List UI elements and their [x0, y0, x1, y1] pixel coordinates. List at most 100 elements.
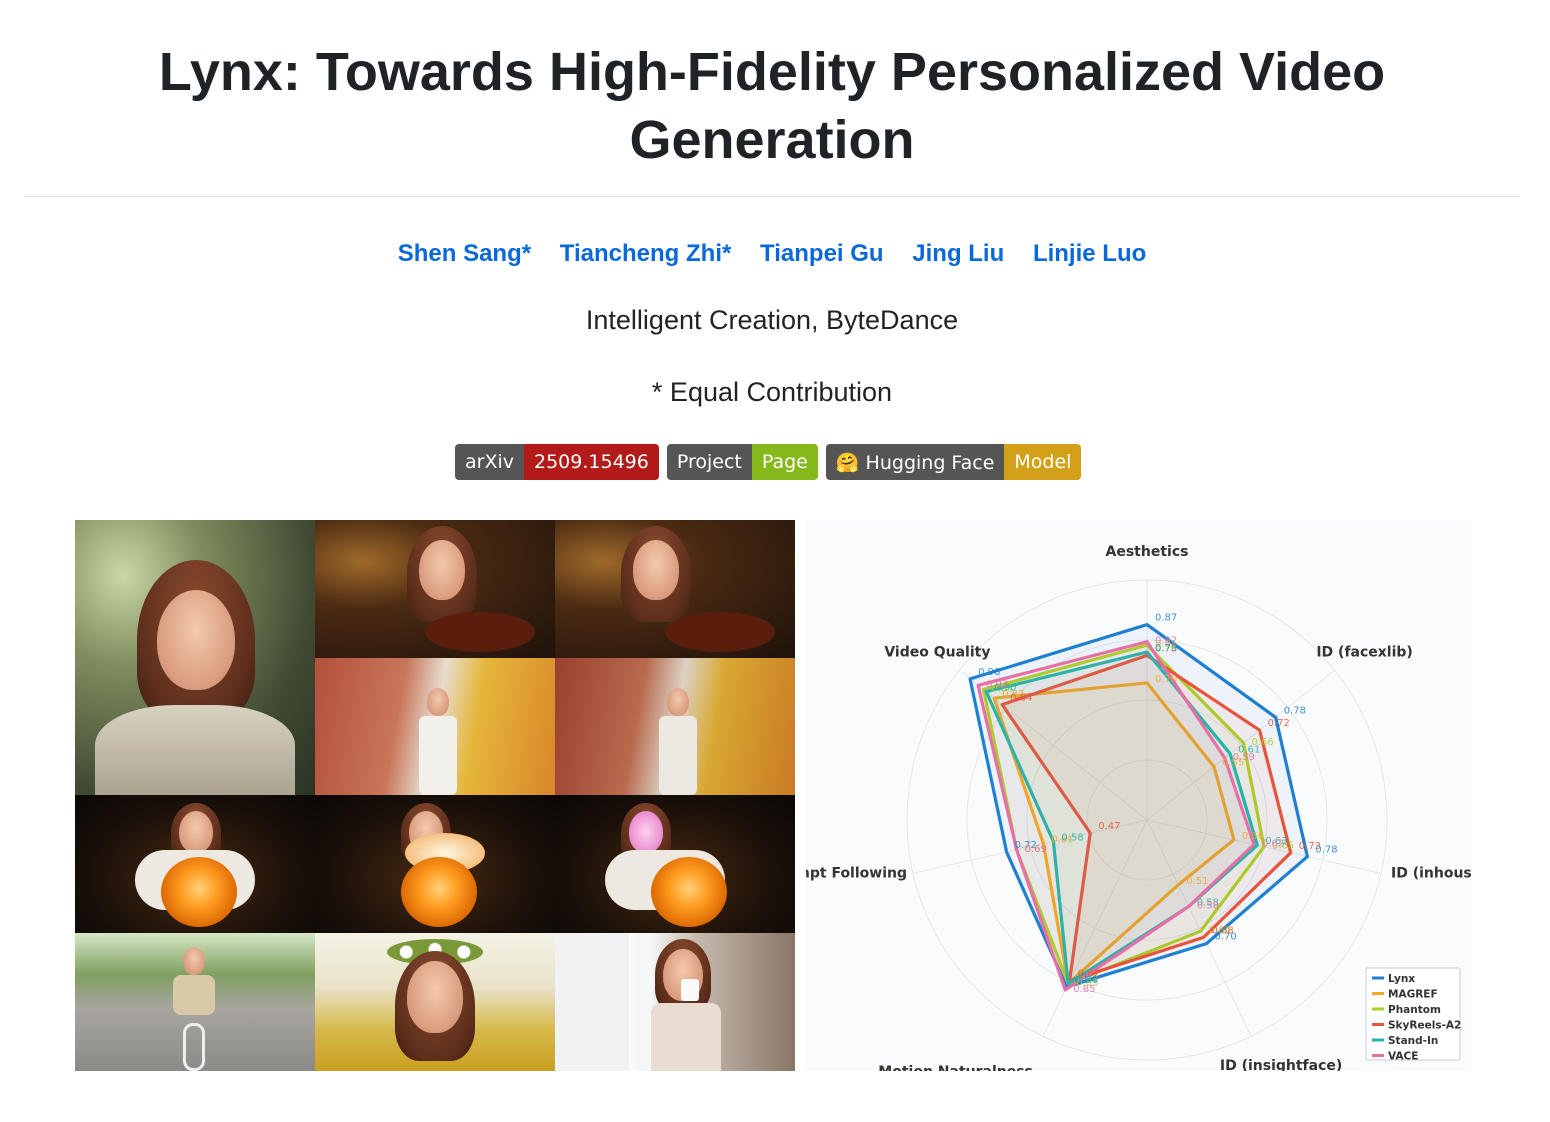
violin-frame-image	[315, 520, 555, 658]
alley-frame-image	[315, 658, 555, 795]
pumpkin-frame-image	[315, 795, 555, 933]
legend-label: MAGREF	[1388, 989, 1438, 1001]
author-list: Shen Sang* Tiancheng Zhi* Tianpei Gu Jin…	[0, 240, 1544, 268]
value-label: 0.84	[1010, 693, 1032, 704]
pumpkin-frame-image	[75, 795, 315, 933]
badge-value: Page	[751, 444, 818, 480]
grid-spoke	[1146, 669, 1335, 821]
value-label: 0.87	[1002, 689, 1024, 700]
value-label: 0.65	[1272, 841, 1294, 852]
axis-label: Video Quality	[884, 644, 990, 660]
value-label: 0.72	[1268, 718, 1290, 729]
value-label: 0.61	[1051, 835, 1073, 846]
value-label: 0.91	[992, 684, 1014, 695]
flower-crown-frame-image	[315, 933, 555, 1071]
series-line-vace	[976, 640, 1256, 992]
value-label: 0.58	[1061, 832, 1083, 843]
reference-portrait-image	[75, 520, 315, 795]
equal-contribution-note: * Equal Contribution	[651, 377, 893, 407]
teaser-image-grid	[75, 520, 795, 1071]
series-line-lynx	[968, 622, 1309, 989]
grid-spoke	[1146, 819, 1252, 1037]
series-line-magref	[992, 681, 1236, 986]
axis-label: Prompt Following	[806, 865, 907, 881]
alley-frame-image	[555, 658, 795, 795]
value-label: 0.59	[1233, 752, 1255, 763]
badge-value: 2509.15496	[524, 444, 659, 480]
value-label: 0.62	[1262, 838, 1284, 849]
legend-label: SkyReels-A2	[1388, 1020, 1461, 1032]
legend-label: Stand-In	[1388, 1035, 1438, 1047]
badge-value: Model	[1004, 444, 1082, 480]
value-label: 0.47	[1098, 821, 1120, 832]
value-label: 0.66	[1252, 737, 1274, 748]
abstract-text-clipped	[75, 1110, 1475, 1122]
value-label: 0.56	[1242, 831, 1264, 842]
author-link-4[interactable]: Jing Liu	[912, 240, 1005, 267]
value-label: 0.69	[1025, 844, 1047, 855]
value-label: 0.55	[1222, 758, 1244, 769]
axis-label: Aesthetics	[1106, 544, 1189, 560]
value-label: 0.82	[1155, 636, 1177, 647]
value-label: 0.83	[1076, 975, 1098, 986]
page-title: Lynx: Towards High-Fidelity Personalized…	[158, 42, 1386, 170]
value-label: 0.70	[1155, 674, 1177, 685]
value-label: 0.69	[1025, 844, 1047, 855]
value-label: 0.96	[978, 667, 1000, 678]
violin-frame-image	[555, 520, 795, 658]
value-label: 0.78	[1315, 845, 1337, 856]
window-mug-frame-image	[555, 933, 795, 1071]
value-label: 0.90	[994, 683, 1016, 694]
axis-label: ID (inhouse)	[1391, 865, 1471, 881]
series-line-stand-in	[984, 650, 1259, 986]
pumpkin-frame-image	[555, 795, 795, 933]
series-line-skyreels-a2	[1000, 653, 1293, 983]
series-line-phantom	[981, 643, 1266, 986]
radar-chart-svg: 0.87 0.78 0.78 0.70 0.84 0.72 0.96 0.70 0.55 0.56…	[806, 520, 1471, 1071]
badge-label: 🤗 Hugging Face	[825, 444, 1005, 480]
value-label: 0.85	[1073, 984, 1095, 995]
value-label: 0.81	[1155, 639, 1177, 650]
legend-label: Lynx	[1388, 973, 1415, 985]
author-link-5[interactable]: Linjie Luo	[1032, 240, 1147, 267]
value-label: 0.83	[1076, 978, 1098, 989]
value-label: 0.61	[1238, 745, 1260, 756]
value-label: 0.68	[1212, 925, 1234, 936]
axis-label: ID (insightface)	[1220, 1058, 1342, 1071]
project-page-badge[interactable]: Project Page	[666, 444, 818, 480]
value-label: 0.51	[1186, 876, 1208, 887]
axis-label: Motion Naturalness	[878, 1064, 1033, 1071]
value-label: 0.72	[1015, 840, 1037, 851]
legend-label: VACE	[1388, 1051, 1418, 1063]
value-label: 0.83	[1076, 975, 1098, 986]
value-label: 0.84	[1075, 975, 1097, 986]
title-divider	[24, 196, 1520, 197]
hugging-face-badge[interactable]: 🤗 Hugging Face Model	[825, 444, 1082, 480]
value-label: 0.58	[1197, 898, 1219, 909]
value-label: 0.78	[1155, 643, 1177, 654]
author-link-3[interactable]: Tianpei Gu	[760, 240, 884, 267]
badge-row: arXiv 2509.15496 Project Page 🤗 Hugging …	[455, 444, 1082, 480]
grid-spoke	[912, 819, 1148, 874]
value-label: 0.82	[1078, 969, 1100, 980]
axis-label: ID (facexlib)	[1316, 644, 1412, 660]
value-label: 0.79	[1155, 643, 1177, 654]
badge-label: arXiv	[455, 444, 524, 480]
value-label: 0.87	[1155, 613, 1177, 624]
legend-box	[1365, 967, 1461, 1061]
author-link-2[interactable]: Tiancheng Zhi*	[559, 240, 732, 267]
value-label: 0.63	[1265, 836, 1287, 847]
chart-background	[806, 520, 1471, 1071]
value-label: 0.58	[1197, 901, 1219, 912]
grid-spoke	[959, 669, 1148, 821]
value-label: 0.73	[1299, 841, 1321, 852]
legend-label: Phantom	[1388, 1004, 1441, 1016]
author-link-1[interactable]: Shen Sang*	[397, 240, 532, 267]
value-label: 0.93	[986, 679, 1008, 690]
value-label: 0.66	[1209, 925, 1231, 936]
grid-spoke	[1042, 819, 1148, 1037]
arxiv-badge[interactable]: arXiv 2509.15496	[455, 444, 659, 480]
bicycle-frame-image	[75, 933, 315, 1071]
badge-label: Project	[666, 444, 752, 480]
value-label: 0.78	[1284, 705, 1306, 716]
